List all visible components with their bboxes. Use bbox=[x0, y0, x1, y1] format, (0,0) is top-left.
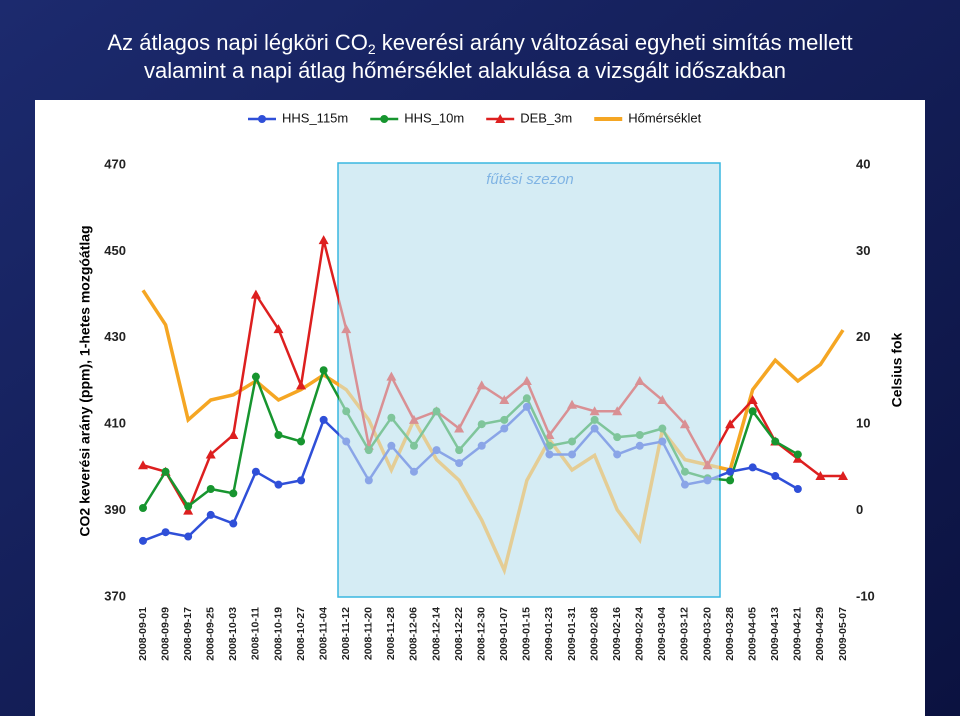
x-tick-label: 2009-04-13 bbox=[769, 607, 781, 661]
x-tick-label: 2009-01-15 bbox=[521, 607, 533, 661]
point bbox=[297, 437, 306, 446]
point bbox=[205, 449, 216, 459]
legend-label: DEB_3m bbox=[520, 110, 572, 125]
legend: HHS_115m HHS_10m DEB_3m Hőmérséklet bbox=[248, 110, 702, 125]
y-axis-title: CO2 keverési arány (ppm), 1-hetes mozgóá… bbox=[77, 225, 93, 536]
point bbox=[838, 471, 848, 481]
point bbox=[747, 395, 758, 405]
x-tick-label: 2009-03-04 bbox=[656, 607, 668, 661]
x-tick-label: 2008-11-12 bbox=[340, 607, 352, 660]
x-tick-label: 2009-04-05 bbox=[746, 607, 758, 661]
point bbox=[748, 407, 757, 416]
point bbox=[793, 485, 802, 493]
point bbox=[138, 460, 148, 470]
x-tick-label: 2008-10-03 bbox=[227, 607, 239, 661]
point bbox=[726, 467, 735, 476]
y-tick-label: 410 bbox=[104, 416, 126, 431]
x-tick-label: 2009-05-07 bbox=[837, 607, 849, 661]
point bbox=[139, 504, 147, 513]
legend-label: HHS_115m bbox=[282, 110, 348, 125]
y2-tick-label: -10 bbox=[856, 588, 875, 603]
x-tick-label: 2008-09-25 bbox=[205, 607, 217, 661]
x-tick-label: 2008-09-17 bbox=[182, 607, 194, 661]
x-tick-label: 2009-04-21 bbox=[792, 607, 804, 661]
legend-label: Hőmérséklet bbox=[628, 110, 701, 125]
chart-title: Az átlagos napi légköri CO2 keverési ará… bbox=[107, 30, 852, 57]
legend-marker bbox=[258, 115, 266, 123]
x-tick-label: 2008-11-04 bbox=[317, 607, 329, 660]
point bbox=[274, 431, 283, 439]
x-tick-label: 2008-12-06 bbox=[408, 607, 420, 661]
point bbox=[793, 450, 802, 459]
y2-tick-label: 30 bbox=[856, 243, 870, 258]
point bbox=[161, 528, 170, 537]
x-tick-label: 2008-10-27 bbox=[295, 607, 307, 661]
x-tick-label: 2008-12-22 bbox=[453, 607, 465, 661]
y-tick-label: 470 bbox=[104, 156, 126, 171]
x-tick-label: 2008-11-20 bbox=[363, 607, 375, 660]
x-tick-label: 2009-04-29 bbox=[814, 607, 826, 661]
legend-marker bbox=[495, 114, 506, 123]
x-tick-label: 2009-02-08 bbox=[588, 607, 600, 661]
y-tick-label: 430 bbox=[104, 329, 126, 344]
point bbox=[297, 476, 306, 485]
point bbox=[206, 485, 215, 493]
point bbox=[251, 467, 260, 476]
point bbox=[229, 489, 238, 498]
y-tick-label: 390 bbox=[104, 502, 126, 517]
point bbox=[748, 463, 757, 472]
point bbox=[319, 415, 328, 424]
y2-tick-label: 10 bbox=[856, 416, 870, 431]
point bbox=[725, 419, 736, 429]
x-tick-label: 2008-10-11 bbox=[250, 607, 262, 660]
x-tick-label: 2008-12-30 bbox=[475, 607, 487, 661]
x-tick-label: 2009-01-31 bbox=[566, 607, 578, 661]
point bbox=[228, 430, 239, 439]
point bbox=[139, 536, 147, 545]
chart-subtitle: valamint a napi átlag hőmérséklet alakul… bbox=[144, 58, 786, 83]
legend-marker bbox=[380, 115, 389, 123]
point bbox=[161, 467, 170, 476]
legend-label: HHS_10m bbox=[404, 110, 464, 125]
point bbox=[184, 532, 193, 541]
point bbox=[184, 502, 193, 511]
x-tick-label: 2008-12-14 bbox=[430, 607, 442, 661]
y2-axis-title: Celsius fok bbox=[889, 332, 905, 407]
y-tick-label: 370 bbox=[104, 588, 126, 603]
point bbox=[815, 471, 826, 481]
x-tick-label: 2009-02-16 bbox=[611, 607, 623, 661]
point bbox=[318, 235, 329, 245]
point bbox=[771, 472, 780, 481]
point bbox=[296, 380, 307, 390]
x-tick-label: 2009-01-23 bbox=[543, 607, 555, 661]
point bbox=[319, 366, 328, 375]
y2-tick-label: 0 bbox=[856, 502, 863, 517]
x-tick-label: 2008-10-19 bbox=[272, 607, 284, 661]
point bbox=[273, 324, 284, 334]
x-tick-label: 2009-03-12 bbox=[679, 607, 691, 661]
point bbox=[251, 372, 260, 381]
heating-season-overlay bbox=[339, 164, 719, 596]
point bbox=[274, 480, 283, 489]
x-tick-label: 2009-03-28 bbox=[724, 607, 736, 661]
x-tick-label: 2009-01-07 bbox=[498, 607, 510, 661]
x-tick-label: 2008-09-09 bbox=[159, 607, 171, 661]
y-tick-label: 450 bbox=[104, 243, 126, 258]
point bbox=[771, 437, 780, 446]
x-tick-label: 2009-03-20 bbox=[701, 607, 713, 661]
point bbox=[726, 476, 735, 485]
x-tick-label: 2009-02-24 bbox=[634, 607, 646, 661]
x-tick-label: 2008-09-01 bbox=[137, 607, 149, 661]
x-tick-label: 2008-11-28 bbox=[385, 607, 397, 660]
y2-tick-label: 20 bbox=[856, 329, 870, 344]
y2-tick-label: 40 bbox=[856, 156, 870, 171]
point bbox=[250, 289, 261, 299]
point bbox=[229, 519, 238, 528]
point bbox=[206, 510, 215, 519]
